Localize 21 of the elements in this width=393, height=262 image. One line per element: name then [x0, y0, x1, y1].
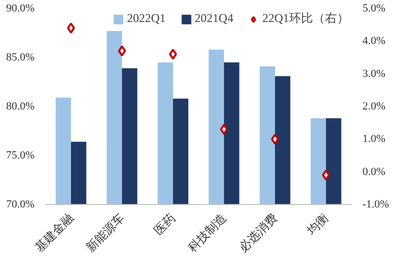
y2-tick-label: 5.0%	[362, 2, 386, 14]
legend-label: 2022Q1	[126, 11, 166, 26]
x-tick-label: 必选消费	[236, 210, 280, 254]
y-tick-label: 90.0%	[6, 2, 35, 14]
y2-tick-label: 3.0%	[362, 68, 386, 80]
y2-tick-label: 2.0%	[362, 100, 386, 112]
x-tick-label: 均衡	[303, 210, 331, 238]
x-tick-label: 基建金融	[32, 210, 76, 254]
y2-tick-label: 4.0%	[362, 35, 386, 48]
legend-label: 2021Q4	[194, 11, 234, 26]
y-tick-label: 70.0%	[6, 198, 35, 210]
x-tick-label: 新能源车	[83, 210, 127, 254]
y-tick-label: 85.0%	[6, 52, 35, 64]
y2-tick-label: 1.0%	[362, 133, 386, 146]
y-tick-label: 80.0%	[6, 100, 35, 112]
y-tick-label: 75.0%	[6, 150, 35, 162]
x-tick-label: 医药	[151, 210, 178, 238]
legend-label: 22Q1环比（右）	[262, 10, 349, 27]
y2-tick-label: -1.0%	[362, 198, 390, 210]
x-tick-label: 科技制造	[185, 210, 229, 254]
y2-tick-label: 0.0%	[362, 166, 386, 178]
